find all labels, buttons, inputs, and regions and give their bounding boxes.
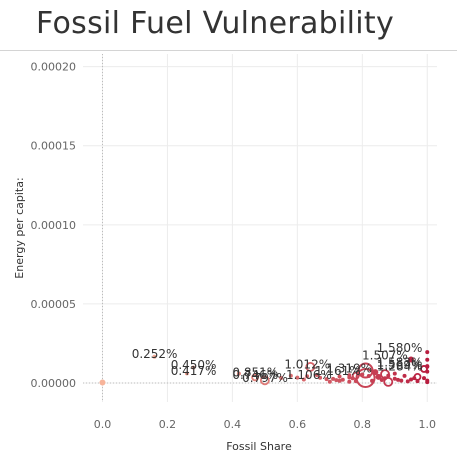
axes: 0.00000 0.00005 0.00010 0.00015 0.00020 0.0 0.… xyxy=(31,54,437,431)
point-label: 0.417% xyxy=(171,364,217,378)
scatter-point xyxy=(355,367,376,388)
scatter-point xyxy=(386,373,391,378)
y-tick-label: 0.00005 xyxy=(31,298,77,311)
x-tick-label: 1.0 xyxy=(419,418,437,431)
scatter-point xyxy=(425,369,430,374)
scatter-point xyxy=(327,379,332,384)
scatter-point xyxy=(357,362,374,379)
scatter-point xyxy=(409,377,414,382)
scatter-point xyxy=(331,376,336,381)
point-label: 1.319% xyxy=(326,361,372,375)
point-label: 1.106% xyxy=(286,368,332,382)
scatter-point xyxy=(372,369,379,376)
scatter-point xyxy=(412,376,417,381)
scatter-point xyxy=(337,374,342,379)
scatter-point xyxy=(420,365,428,373)
title-divider xyxy=(0,50,457,51)
point-label: 0.450% xyxy=(171,358,217,372)
scatter-point xyxy=(251,373,260,382)
point-label: 0.797% xyxy=(242,371,288,385)
scatter-point xyxy=(366,374,371,379)
scatter-point xyxy=(301,377,306,382)
scatter-point xyxy=(370,378,375,383)
x-tick-label: 0.8 xyxy=(354,418,372,431)
x-tick-label: 0.4 xyxy=(224,418,242,431)
scatter-point xyxy=(334,378,339,383)
scatter-point xyxy=(425,357,430,362)
scatter-point xyxy=(347,375,352,380)
scatter-point xyxy=(415,379,420,384)
scatter-point xyxy=(392,371,397,376)
scatter-point xyxy=(152,354,157,359)
point-label: 1.507% xyxy=(362,348,408,362)
scatter-point xyxy=(383,377,394,387)
chart-title: Fossil Fuel Vulnerability xyxy=(36,6,395,41)
scatter-point xyxy=(353,379,358,384)
scatter-point xyxy=(402,373,407,378)
scatter-point xyxy=(191,365,196,370)
scatter-point xyxy=(347,379,352,384)
y-tick-label: 0.00010 xyxy=(31,219,77,232)
scatter-point xyxy=(99,379,106,386)
scatter-point xyxy=(399,378,404,383)
y-axis-title: Energy per capita: xyxy=(13,177,26,278)
scatter-point xyxy=(422,376,427,381)
point-label: 1.580% xyxy=(377,341,423,355)
scatter-point xyxy=(337,378,342,383)
scatter-point xyxy=(350,376,355,381)
scatter-point xyxy=(375,373,382,380)
scatter-point xyxy=(360,372,365,377)
scatter-point xyxy=(259,375,270,386)
scatter-point xyxy=(379,378,384,383)
point-label: 0.252% xyxy=(132,347,178,361)
x-axis-title: Fossil Share xyxy=(226,440,292,453)
scatter-point xyxy=(236,371,241,376)
point-label: 1.012% xyxy=(284,358,330,372)
point-label: 0.746% xyxy=(232,368,278,382)
scatter-point xyxy=(425,380,430,385)
scatter-point xyxy=(184,371,189,376)
grid-lines xyxy=(83,54,437,402)
scatter-point xyxy=(324,377,329,382)
scatter-point xyxy=(314,372,319,377)
scatter-point xyxy=(340,377,345,382)
data-points xyxy=(99,350,430,388)
x-tick-label: 0.2 xyxy=(159,418,177,431)
scatter-point xyxy=(396,377,401,382)
scatter-point xyxy=(392,376,397,381)
y-tick-label: 0.00015 xyxy=(31,140,77,153)
scatter-point xyxy=(425,350,430,355)
scatter-point xyxy=(295,375,300,380)
y-tick-label: 0.00000 xyxy=(31,377,77,390)
point-label: 1.569% xyxy=(377,358,423,372)
scatter-point xyxy=(318,375,323,380)
x-tick-label: 0.6 xyxy=(289,418,307,431)
scatter-point xyxy=(405,379,410,384)
scatter-point xyxy=(279,375,284,380)
scatter-point xyxy=(383,376,388,381)
point-labels: 1.580% 0.252% 1.507%1.583% 1.012% 1.569% 0.45… xyxy=(132,341,423,385)
point-label: 1.583% xyxy=(377,355,423,369)
scatter-point xyxy=(408,356,415,363)
point-label: 1.161% xyxy=(315,364,361,378)
y-tick-label: 0.00020 xyxy=(31,61,77,74)
x-tick-label: 0.0 xyxy=(94,418,112,431)
point-label: 0.851% xyxy=(232,365,278,379)
point-label: 1.284% xyxy=(377,360,423,374)
scatter-point xyxy=(305,361,316,372)
scatter-point xyxy=(288,373,293,378)
scatter-point xyxy=(305,374,310,379)
